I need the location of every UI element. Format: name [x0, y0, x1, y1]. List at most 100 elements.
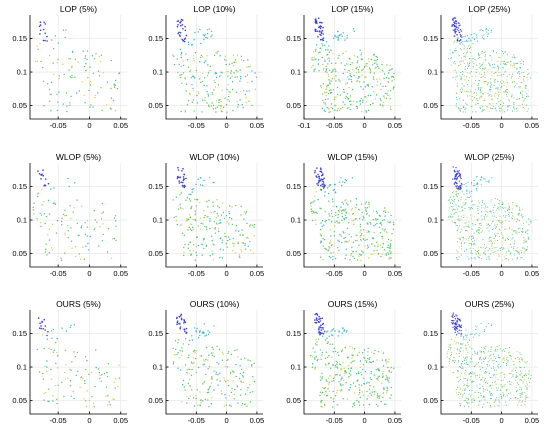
data-point — [358, 76, 360, 78]
data-point — [525, 85, 528, 87]
data-point — [370, 223, 372, 225]
data-point — [206, 91, 208, 93]
data-point — [479, 254, 481, 256]
data-point — [350, 374, 352, 376]
data-point — [206, 55, 208, 57]
data-point — [235, 70, 237, 72]
data-point — [375, 218, 377, 220]
data-point — [339, 80, 341, 82]
data-point — [480, 107, 482, 109]
x-tick-label: 0.05 — [113, 269, 128, 278]
data-point — [228, 63, 231, 65]
data-point — [221, 393, 223, 395]
data-point — [499, 402, 501, 404]
data-point — [487, 361, 489, 363]
data-point — [524, 108, 526, 110]
data-point — [474, 365, 476, 367]
data-point — [499, 396, 501, 398]
data-point — [510, 397, 512, 400]
data-point — [254, 72, 256, 74]
data-point — [181, 181, 184, 184]
data-point — [245, 97, 247, 99]
data-point — [527, 236, 529, 238]
data-point — [461, 361, 464, 363]
data-point — [323, 387, 325, 389]
data-point — [464, 374, 466, 376]
data-point — [62, 63, 64, 66]
data-point — [316, 359, 319, 362]
data-point — [237, 241, 240, 243]
data-point — [56, 93, 58, 96]
x-tick-label: -0.05 — [188, 121, 205, 130]
data-point — [335, 374, 338, 376]
data-point — [516, 99, 518, 101]
data-point — [198, 92, 200, 95]
data-point — [249, 391, 251, 394]
data-point — [375, 66, 377, 69]
data-point — [452, 76, 454, 78]
data-point — [339, 364, 342, 366]
data-point — [511, 238, 513, 240]
data-point — [469, 234, 471, 236]
data-point — [233, 243, 235, 245]
data-point — [353, 402, 355, 404]
data-point — [470, 70, 473, 73]
data-point — [359, 81, 361, 83]
data-point — [319, 21, 322, 24]
data-point — [460, 177, 462, 180]
data-point — [334, 221, 336, 223]
data-point — [232, 370, 234, 372]
data-point — [319, 233, 322, 235]
data-point — [454, 40, 456, 42]
data-point — [346, 34, 348, 37]
data-point — [491, 177, 493, 179]
data-point — [486, 246, 488, 248]
data-point — [102, 72, 104, 74]
data-point — [313, 57, 315, 59]
data-point — [360, 229, 362, 231]
data-point — [471, 354, 473, 356]
data-point — [466, 95, 469, 97]
data-point — [450, 347, 452, 349]
data-point — [189, 216, 192, 219]
data-point — [70, 227, 72, 229]
data-point — [453, 213, 455, 215]
data-point — [335, 205, 338, 208]
data-point — [522, 222, 524, 224]
data-point — [451, 322, 453, 324]
data-point — [462, 389, 464, 391]
data-point — [525, 396, 527, 398]
data-point — [491, 243, 493, 245]
data-point — [203, 381, 205, 384]
data-point — [457, 37, 459, 39]
data-point — [484, 55, 486, 57]
data-point — [337, 35, 339, 37]
data-point — [346, 71, 349, 74]
data-point — [456, 173, 458, 175]
data-point — [100, 380, 103, 382]
data-point — [481, 359, 483, 361]
data-point — [502, 379, 505, 381]
data-point — [189, 395, 191, 397]
data-point — [342, 209, 344, 211]
data-point — [197, 91, 199, 93]
data-point — [350, 236, 352, 238]
data-point — [327, 73, 329, 76]
data-point — [322, 93, 324, 95]
data-point — [476, 326, 478, 328]
data-point — [213, 325, 215, 327]
data-point — [517, 214, 519, 216]
data-point — [521, 216, 523, 218]
data-point — [471, 389, 473, 391]
data-point — [382, 70, 384, 72]
data-point — [180, 77, 182, 79]
data-point — [346, 241, 348, 243]
data-point — [185, 83, 188, 85]
data-point — [87, 77, 89, 79]
data-point — [368, 358, 370, 360]
data-point — [471, 106, 473, 108]
data-point — [326, 187, 329, 189]
data-point — [209, 218, 211, 220]
data-point — [511, 77, 513, 79]
data-point — [451, 221, 454, 223]
